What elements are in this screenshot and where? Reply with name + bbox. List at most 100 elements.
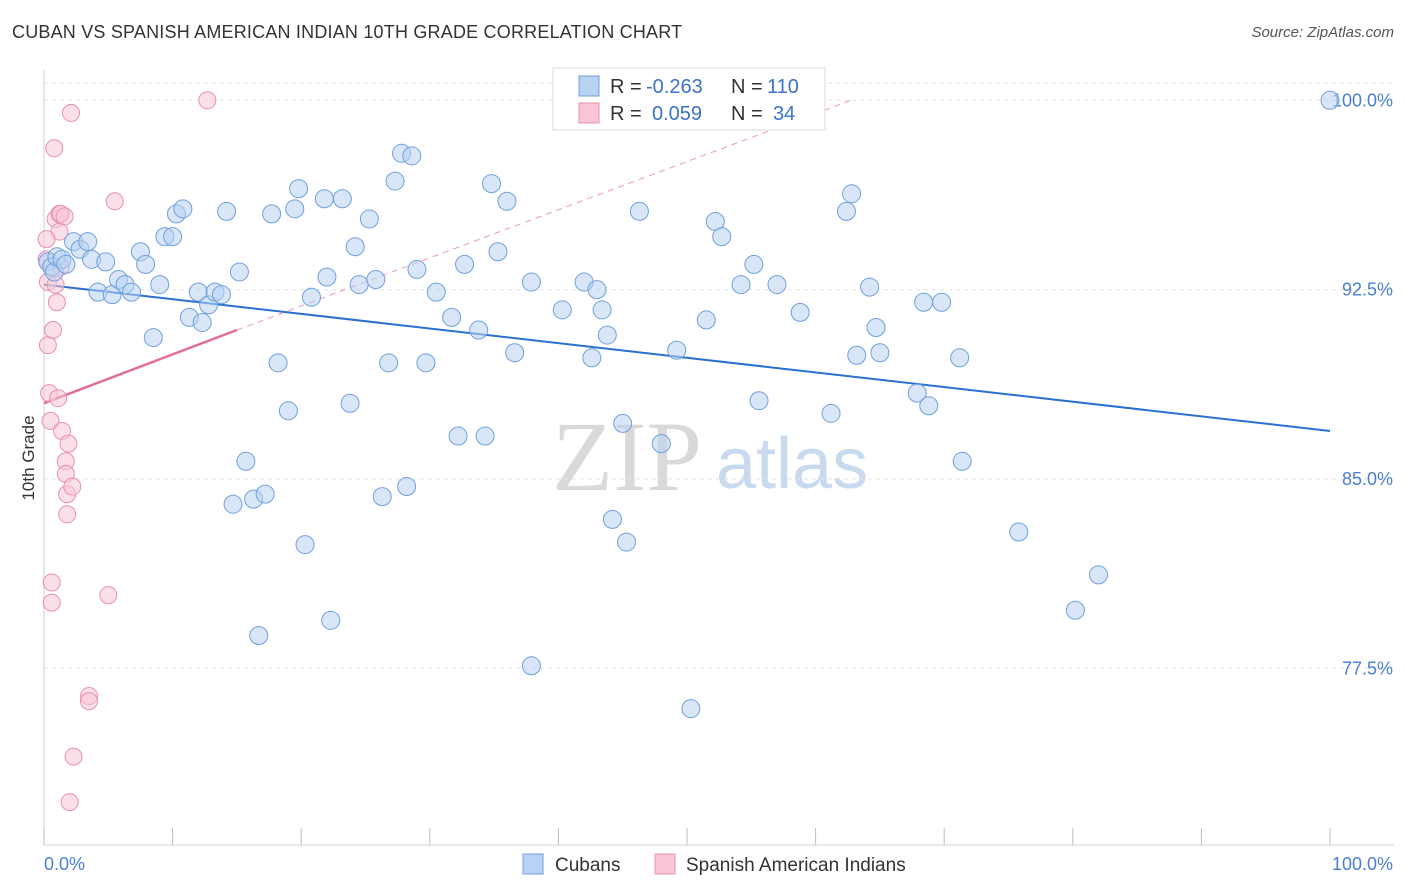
point-cubans bbox=[919, 396, 939, 416]
point-cubans bbox=[385, 171, 405, 191]
point-cubans bbox=[285, 199, 305, 219]
point-cubans bbox=[932, 292, 952, 312]
point-spanish-american-indians bbox=[45, 139, 64, 158]
point-cubans bbox=[402, 146, 422, 166]
point-cubans bbox=[602, 509, 622, 529]
point-cubans bbox=[475, 426, 495, 446]
watermark-atlas: atlas bbox=[716, 424, 868, 504]
point-cubans bbox=[681, 699, 701, 719]
point-cubans bbox=[847, 345, 867, 365]
point-spanish-american-indians bbox=[198, 91, 217, 110]
trend-line-cubans bbox=[43, 283, 1331, 432]
legend-r-value-cubans: -0.263 bbox=[646, 76, 703, 98]
point-cubans bbox=[617, 532, 637, 552]
point-cubans bbox=[497, 191, 517, 211]
y-tick-label: 85.0% bbox=[1342, 469, 1393, 489]
point-cubans bbox=[651, 434, 671, 454]
point-cubans bbox=[317, 267, 337, 287]
point-cubans bbox=[223, 494, 243, 514]
point-cubans bbox=[469, 320, 489, 340]
point-cubans bbox=[587, 280, 607, 300]
point-cubans bbox=[289, 179, 309, 199]
point-cubans bbox=[790, 302, 810, 322]
point-cubans bbox=[442, 307, 462, 327]
point-cubans bbox=[255, 484, 275, 504]
point-cubans bbox=[1320, 90, 1340, 110]
y-axis-title: 10th Grade bbox=[19, 415, 38, 500]
point-spanish-american-indians bbox=[99, 586, 118, 605]
gridlines bbox=[44, 82, 1394, 669]
point-cubans bbox=[249, 625, 269, 645]
point-cubans bbox=[521, 656, 541, 676]
point-spanish-american-indians bbox=[38, 336, 57, 355]
legend-swatch-spanish-american-indians bbox=[578, 102, 600, 124]
point-cubans bbox=[150, 275, 170, 295]
point-cubans bbox=[278, 401, 298, 421]
point-spanish-american-indians bbox=[55, 207, 74, 226]
point-cubans bbox=[552, 300, 572, 320]
point-cubans bbox=[349, 275, 369, 295]
point-cubans bbox=[821, 403, 841, 423]
point-cubans bbox=[217, 201, 237, 221]
point-cubans bbox=[332, 189, 352, 209]
point-cubans bbox=[667, 340, 687, 360]
point-spanish-american-indians bbox=[42, 593, 61, 612]
point-cubans bbox=[163, 227, 183, 247]
legend-r-value-spanish: 0.059 bbox=[652, 103, 702, 125]
point-spanish-american-indians bbox=[37, 230, 56, 249]
point-cubans bbox=[455, 254, 475, 274]
chart-title: CUBAN VS SPANISH AMERICAN INDIAN 10TH GR… bbox=[12, 22, 683, 42]
point-cubans bbox=[448, 426, 468, 446]
point-spanish-american-indians bbox=[42, 573, 61, 592]
bottom-legend-swatch-cubans bbox=[522, 853, 544, 875]
point-cubans bbox=[1089, 565, 1109, 585]
point-cubans bbox=[866, 317, 886, 337]
point-cubans bbox=[1065, 600, 1085, 620]
point-cubans bbox=[505, 343, 525, 363]
point-cubans bbox=[613, 413, 633, 433]
trend-lines bbox=[43, 100, 1331, 432]
point-cubans bbox=[860, 277, 880, 297]
point-cubans bbox=[268, 353, 288, 373]
y-tick-labels: 77.5% 85.0% 92.5% 100.0% bbox=[1332, 90, 1393, 678]
point-cubans bbox=[731, 275, 751, 295]
data-points bbox=[37, 90, 1340, 812]
point-cubans bbox=[78, 232, 98, 252]
point-cubans bbox=[56, 254, 76, 274]
point-cubans bbox=[597, 325, 617, 345]
point-cubans bbox=[345, 237, 365, 257]
point-cubans bbox=[407, 259, 427, 279]
point-cubans bbox=[295, 535, 315, 555]
point-spanish-american-indians bbox=[47, 293, 66, 312]
point-cubans bbox=[121, 282, 141, 302]
point-cubans bbox=[749, 391, 769, 411]
legend-n-label-spanish: N = bbox=[731, 103, 763, 125]
point-spanish-american-indians bbox=[59, 434, 78, 453]
point-cubans bbox=[379, 353, 399, 373]
point-cubans bbox=[340, 393, 360, 413]
point-cubans bbox=[842, 184, 862, 204]
point-cubans bbox=[236, 451, 256, 471]
point-cubans bbox=[696, 310, 716, 330]
trend-line-spanish-extension bbox=[236, 100, 851, 331]
point-spanish-american-indians bbox=[41, 411, 60, 430]
point-spanish-american-indians bbox=[63, 477, 82, 496]
point-cubans bbox=[426, 282, 446, 302]
point-cubans bbox=[211, 285, 231, 305]
y-tick-label: 92.5% bbox=[1342, 280, 1393, 300]
x-tick-label-max: 100.0% bbox=[1332, 854, 1393, 874]
legend-swatch-cubans bbox=[578, 75, 600, 97]
point-cubans bbox=[359, 209, 379, 229]
point-cubans bbox=[366, 270, 386, 290]
point-cubans bbox=[96, 252, 116, 272]
y-tick-label: 77.5% bbox=[1342, 658, 1393, 678]
point-cubans bbox=[488, 242, 508, 262]
point-cubans bbox=[314, 189, 334, 209]
point-cubans bbox=[301, 287, 321, 307]
point-cubans bbox=[914, 292, 934, 312]
point-cubans bbox=[582, 348, 602, 368]
legend-n-label-cubans: N = bbox=[731, 76, 763, 98]
legend-n-value-cubans: 110 bbox=[767, 76, 799, 98]
point-cubans bbox=[173, 199, 193, 219]
